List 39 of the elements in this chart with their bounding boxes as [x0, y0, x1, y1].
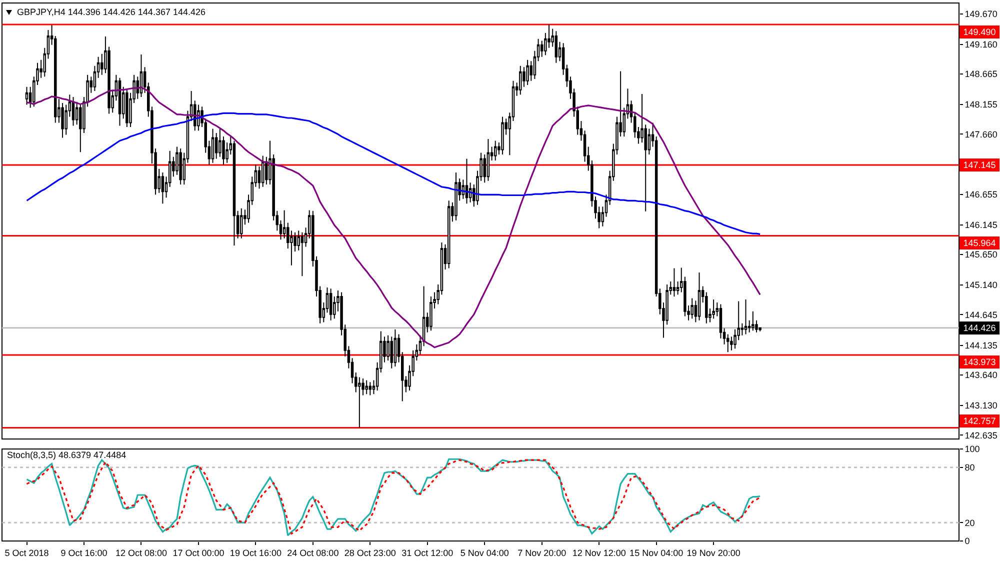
ref-line-label: 145.964 — [963, 238, 996, 248]
y-tick-label: 148.665 — [964, 69, 998, 80]
x-tick-label: 7 Nov 20:00 — [518, 548, 566, 558]
y-tick-label: 0 — [964, 536, 970, 546]
x-tick-label: 5 Oct 2018 — [4, 548, 49, 558]
x-tick-label: 19 Oct 16:00 — [230, 548, 282, 558]
ref-line-label: 147.145 — [963, 160, 996, 170]
x-tick-label: 31 Oct 12:00 — [402, 548, 454, 558]
ref-line-label: 149.490 — [963, 27, 996, 37]
ref-line-label: 143.973 — [963, 357, 996, 367]
x-tick-label: 5 Nov 04:00 — [460, 548, 509, 558]
y-tick-label: 146.655 — [964, 190, 998, 200]
y-tick-label: 145.650 — [964, 250, 998, 260]
y-tick-label: 144.135 — [964, 340, 998, 350]
y-tick-label: 145.140 — [964, 280, 998, 290]
x-tick-label: 9 Oct 16:00 — [60, 548, 108, 558]
chart-title: Stoch(8,3,5) 48.6379 47.4484 — [7, 450, 126, 460]
y-tick-label: 149.160 — [964, 39, 998, 50]
y-tick-label: 144.645 — [964, 310, 998, 320]
y-tick-label: 143.130 — [964, 400, 998, 411]
x-tick-label: 17 Oct 00:00 — [172, 548, 224, 558]
y-tick-label: 80 — [964, 462, 975, 473]
x-tick-label: 19 Nov 20:00 — [686, 548, 740, 558]
x-tick-label: 15 Nov 04:00 — [630, 548, 684, 558]
y-tick-label: 142.635 — [964, 430, 998, 440]
y-tick-label: 146.145 — [964, 220, 998, 230]
y-tick-label: 148.155 — [964, 100, 998, 110]
x-tick-label: 12 Nov 12:00 — [572, 548, 626, 558]
y-tick-label: 100 — [964, 444, 980, 454]
y-tick-label: 20 — [964, 518, 975, 528]
x-tick-label: 28 Oct 23:00 — [344, 548, 396, 558]
y-tick-label: 143.640 — [964, 370, 998, 380]
ref-line-label: 144.426 — [963, 323, 996, 333]
text: GBPJPY,H4 144.396 144.426 144.367 144.426 — [17, 7, 206, 18]
x-tick-label: 12 Oct 08:00 — [115, 548, 167, 558]
x-tick-label: 24 Oct 08:00 — [287, 548, 339, 558]
y-tick-label: 147.660 — [964, 129, 998, 140]
y-tick-label: 149.670 — [964, 8, 998, 19]
ref-line-label: 142.757 — [963, 416, 996, 426]
